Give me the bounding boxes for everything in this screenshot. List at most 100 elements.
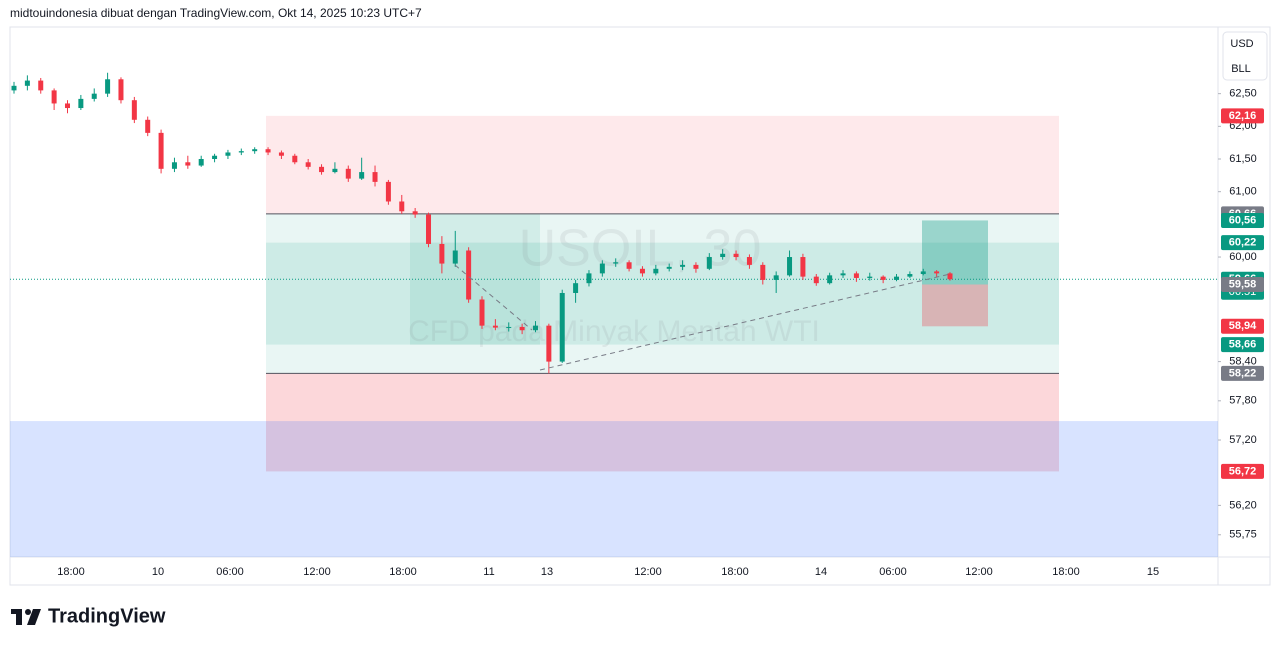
x-tick-label: 10 [152, 566, 164, 578]
candle-body [359, 172, 365, 179]
x-tick-label: 18:00 [57, 566, 85, 578]
candle-body [907, 274, 913, 277]
currency-button[interactable]: USD [1230, 38, 1253, 50]
candle-body [720, 253, 726, 258]
candle-body [559, 292, 565, 362]
price-badge-label: 60,56 [1229, 214, 1257, 226]
brand: TradingView [48, 605, 166, 627]
candle-body [158, 132, 164, 169]
candle-body [238, 151, 244, 153]
watermark-subtitle: CFD pada Minyak Mentah WTI [408, 315, 820, 348]
y-tick-label: 57,80 [1229, 395, 1257, 407]
price-badge-label: 62,16 [1229, 110, 1257, 122]
chart-frame [9, 26, 1271, 586]
candle-body [412, 211, 418, 215]
axis: 62,5062,0061,5061,0060,0058,4057,8057,20… [57, 88, 1264, 578]
candle-body [332, 168, 338, 173]
candle-body [746, 257, 752, 265]
candle-body [934, 271, 940, 274]
zone [10, 421, 1218, 557]
candle-body [305, 162, 311, 167]
candle-body [613, 262, 619, 264]
candle-body [653, 268, 659, 274]
candle-body [118, 79, 124, 101]
candle-body [171, 162, 177, 169]
candle-body [466, 250, 472, 300]
zone [266, 373, 1059, 472]
candle-body [546, 325, 552, 362]
x-tick-label: 11 [483, 566, 494, 578]
candle-body [278, 152, 284, 156]
price-badge [1221, 276, 1264, 292]
plot [10, 72, 1218, 374]
candle-body [292, 155, 298, 163]
candle-body [319, 166, 325, 173]
y-tick-label: 55,75 [1229, 529, 1257, 541]
candle-body [439, 243, 445, 264]
candle-body [385, 181, 391, 202]
y-tick-label: 61,00 [1229, 186, 1257, 198]
candle-body [599, 263, 605, 274]
candle-body [345, 168, 351, 179]
x-tick-label: 15 [1147, 566, 1159, 578]
zone [266, 213, 1059, 374]
candle-body [733, 253, 739, 258]
candle-body [198, 159, 204, 166]
candle-body [492, 325, 498, 328]
candle-body [105, 79, 111, 94]
y-tick-label: 57,20 [1229, 434, 1257, 446]
candle-body [894, 276, 900, 280]
candle-body [506, 326, 512, 328]
trend-line [539, 273, 951, 371]
header: midtouindonesia dibuat dengan TradingVie… [10, 6, 422, 20]
x-tick-label: 13 [541, 566, 553, 578]
candle-body [947, 273, 953, 280]
candle-body [800, 257, 806, 277]
x-tick-label: 18:00 [721, 566, 749, 578]
candle-body [840, 273, 846, 276]
candle-body [639, 268, 645, 274]
candle-body [586, 273, 592, 284]
candle-body [787, 257, 793, 276]
x-tick-label: 12:00 [965, 566, 993, 578]
candle-body [867, 276, 873, 278]
currency-button[interactable]: BLL [1231, 63, 1251, 75]
candle-body [51, 90, 57, 104]
trend-line [454, 264, 533, 331]
candle-body [666, 266, 672, 269]
candle-body [212, 155, 218, 160]
candle-body [479, 299, 485, 326]
price-badge [1221, 108, 1264, 124]
zones [10, 115, 1218, 557]
candle-body [853, 273, 859, 278]
candle-body [24, 80, 30, 86]
zone [922, 220, 988, 285]
price-badge-label: 56,72 [1229, 465, 1257, 477]
currency-box[interactable] [1222, 31, 1268, 81]
x-tick-label: 12:00 [634, 566, 662, 578]
brand-logo [11, 609, 41, 625]
candle-body [225, 152, 231, 156]
candle-body [693, 264, 699, 269]
x-tick-label: 06:00 [879, 566, 907, 578]
candle-body [252, 149, 258, 152]
candle-body [145, 119, 151, 133]
candle-body [91, 93, 97, 99]
price-badge [1221, 337, 1264, 353]
candle-body [519, 326, 525, 331]
candle-body [78, 98, 84, 109]
candle-body [813, 276, 819, 284]
x-tick-label: 18:00 [389, 566, 417, 578]
candle-body [399, 201, 405, 212]
candle-body [265, 149, 271, 153]
candle-body [773, 275, 779, 280]
candle-body [426, 214, 432, 244]
price-badge-label: 58,66 [1229, 339, 1257, 351]
logo-shape [25, 609, 31, 615]
watermark: USOIL, 30 [519, 220, 762, 278]
price-badge [1221, 212, 1264, 228]
candle-body [131, 100, 137, 120]
candle-body [452, 250, 458, 264]
logo-shape [16, 609, 22, 625]
